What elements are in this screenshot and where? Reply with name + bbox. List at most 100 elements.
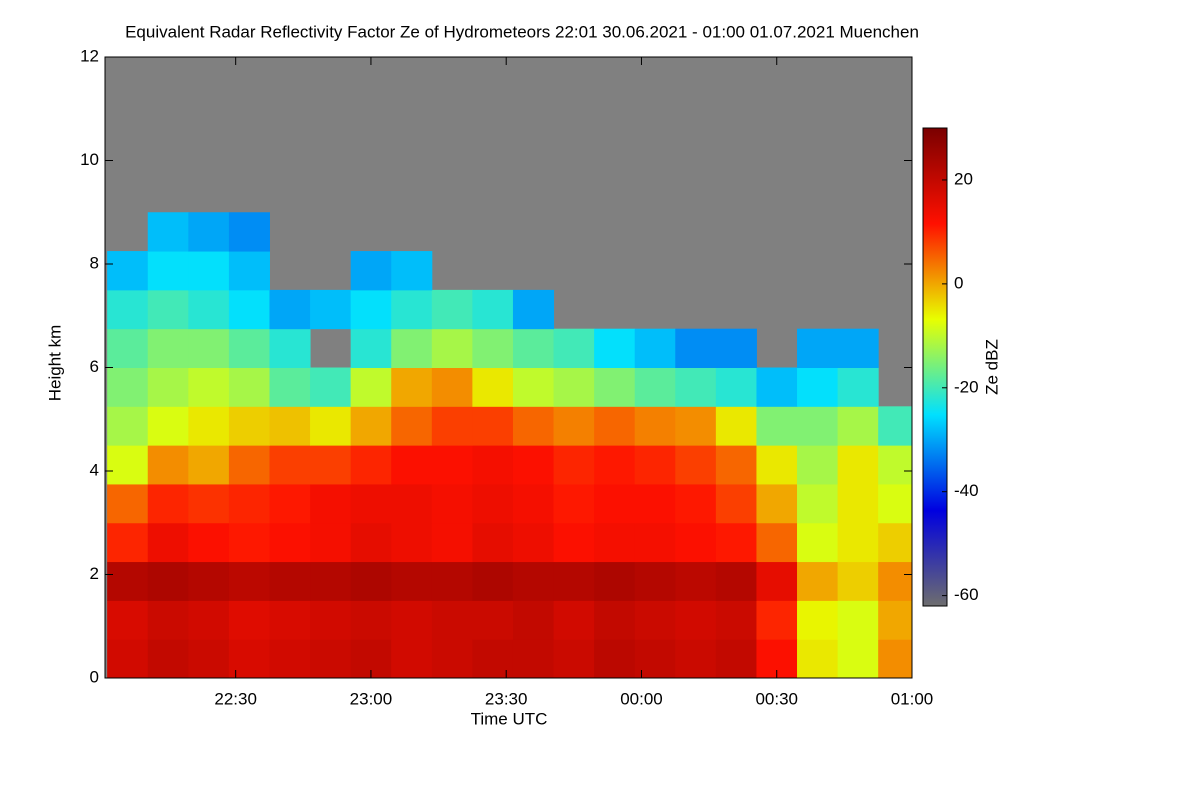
heatmap-cell bbox=[188, 251, 230, 291]
heatmap-cell bbox=[350, 406, 392, 446]
heatmap-cell bbox=[107, 289, 149, 330]
heatmap-cell bbox=[878, 445, 913, 485]
heatmap-cell bbox=[107, 522, 149, 563]
y-tick-label: 6 bbox=[90, 357, 99, 376]
heatmap-cell bbox=[837, 328, 879, 368]
heatmap-cell bbox=[675, 522, 717, 563]
colorbar-tick-label: 20 bbox=[954, 169, 973, 188]
heatmap-cell bbox=[188, 445, 230, 485]
heatmap-cell bbox=[797, 561, 839, 601]
heatmap-cell bbox=[675, 406, 717, 446]
heatmap-cell bbox=[269, 483, 311, 524]
heatmap-cell bbox=[634, 483, 676, 524]
colorbar bbox=[922, 127, 948, 607]
heatmap-cell bbox=[553, 328, 595, 368]
heatmap-cell bbox=[472, 483, 514, 524]
heatmap-cell bbox=[269, 639, 311, 679]
heatmap-cell bbox=[675, 445, 717, 485]
heatmap-cell bbox=[107, 639, 149, 679]
heatmap-cell bbox=[553, 367, 595, 407]
heatmap-cell bbox=[310, 561, 352, 601]
heatmap-cell bbox=[512, 367, 555, 407]
heatmap-cell bbox=[715, 367, 757, 407]
heatmap-cell bbox=[878, 600, 913, 640]
heatmap-cell bbox=[188, 639, 230, 679]
heatmap-cell bbox=[431, 406, 473, 446]
heatmap-cell bbox=[472, 367, 514, 407]
heatmap-cell bbox=[512, 639, 555, 679]
heatmap-cell bbox=[472, 522, 514, 563]
heatmap-cell bbox=[797, 406, 839, 446]
heatmap-cell bbox=[431, 561, 473, 601]
heatmap-cell bbox=[310, 600, 352, 640]
heatmap-cell bbox=[715, 445, 757, 485]
heatmap-cell bbox=[228, 212, 270, 252]
chart-title: Equivalent Radar Reflectivity Factor Ze … bbox=[125, 22, 919, 41]
heatmap-cell bbox=[269, 328, 311, 368]
colorbar-tick-label: 0 bbox=[954, 273, 963, 292]
heatmap-cell bbox=[472, 639, 514, 679]
heatmap-cell bbox=[472, 600, 514, 640]
heatmap-cell bbox=[797, 445, 839, 485]
heatmap-cell bbox=[756, 445, 798, 485]
heatmap-cell bbox=[107, 483, 149, 524]
heatmap-cell bbox=[594, 445, 636, 485]
heatmap-cell bbox=[675, 561, 717, 601]
heatmap-cell bbox=[228, 251, 270, 291]
heatmap-cell bbox=[634, 522, 676, 563]
heatmap-cell bbox=[228, 600, 270, 640]
heatmap-cell bbox=[107, 406, 149, 446]
heatmap-cell bbox=[594, 328, 636, 368]
heatmap-cell bbox=[756, 561, 798, 601]
heatmap-cell bbox=[350, 600, 392, 640]
heatmap-cell bbox=[553, 406, 595, 446]
heatmap-cell bbox=[512, 522, 555, 563]
heatmap-cell bbox=[391, 522, 433, 563]
heatmap-cell bbox=[837, 639, 879, 679]
heatmap-cell bbox=[269, 561, 311, 601]
heatmap-cell bbox=[147, 367, 189, 407]
heatmap-cell bbox=[188, 483, 230, 524]
colorbar-tick-label: -20 bbox=[954, 377, 979, 396]
heatmap-cell bbox=[797, 600, 839, 640]
heatmap-cell bbox=[269, 406, 311, 446]
heatmap-cell bbox=[797, 367, 839, 407]
heatmap-cell bbox=[310, 522, 352, 563]
heatmap-cell bbox=[228, 522, 270, 563]
heatmap-cell bbox=[350, 445, 392, 485]
heatmap-cell bbox=[147, 328, 189, 368]
heatmap-cell bbox=[797, 522, 839, 563]
x-tick-label: 23:30 bbox=[485, 689, 528, 708]
heatmap-cell bbox=[715, 328, 757, 368]
y-tick-label: 2 bbox=[90, 564, 99, 583]
heatmap-cell bbox=[107, 367, 149, 407]
heatmap-cell bbox=[431, 289, 473, 330]
x-tick-label: 00:00 bbox=[620, 689, 663, 708]
heatmap-cell bbox=[269, 367, 311, 407]
heatmap-cell bbox=[269, 445, 311, 485]
heatmap-cell bbox=[715, 406, 757, 446]
heatmap-cell bbox=[797, 639, 839, 679]
x-tick-label: 00:30 bbox=[755, 689, 798, 708]
heatmap-cell bbox=[431, 367, 473, 407]
heatmap-cell bbox=[391, 289, 433, 330]
heatmap-cell bbox=[797, 328, 839, 368]
heatmap-cell bbox=[391, 600, 433, 640]
heatmap-cell bbox=[310, 445, 352, 485]
heatmap-cell bbox=[147, 483, 189, 524]
heatmap-cell bbox=[431, 483, 473, 524]
heatmap-cell bbox=[107, 561, 149, 601]
heatmap-cell bbox=[675, 328, 717, 368]
heatmap-cell bbox=[188, 522, 230, 563]
heatmap-cell bbox=[350, 483, 392, 524]
heatmap-cell bbox=[634, 561, 676, 601]
heatmap-cell bbox=[634, 639, 676, 679]
heatmap-cell bbox=[837, 367, 879, 407]
heatmap-cell bbox=[472, 289, 514, 330]
heatmap-cell bbox=[878, 639, 913, 679]
heatmap-cell bbox=[675, 600, 717, 640]
heatmap-cell bbox=[147, 289, 189, 330]
heatmap-cell bbox=[797, 483, 839, 524]
y-tick-label: 8 bbox=[90, 253, 99, 272]
